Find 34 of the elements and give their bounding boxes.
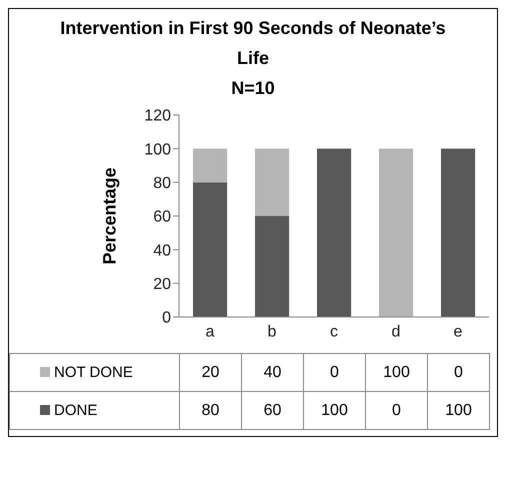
data-label: 20 [180,354,242,392]
chart-title: Intervention in First 90 Seconds of Neonate’s Life [59,17,447,70]
bar [317,148,352,317]
data-label: 60 [242,392,304,430]
y-tick-label: 0 [162,310,172,327]
x-tick-label: e [454,323,463,340]
bar [255,216,290,317]
y-tick-label: 60 [153,208,172,226]
y-tick-label: 80 [153,175,172,192]
bar [193,148,228,182]
data-label: 80 [180,392,242,430]
data-label: 0 [366,392,428,430]
y-tick-label: 120 [144,108,172,125]
y-axis-title: Percentage [99,167,120,265]
chart-subtitle: N=10 [230,77,276,100]
x-tick-label: a [206,323,215,340]
data-label: 100 [366,354,428,392]
x-tick-label: d [392,323,400,340]
y-tick-label: 40 [153,242,172,260]
legend-label: DONE [53,402,98,419]
data-label: 0 [304,354,366,392]
bar [441,148,476,317]
bar [255,148,290,216]
y-tick-label: 100 [144,141,172,158]
legend-label: NOT DONE [53,364,133,381]
x-tick-label: c [330,323,338,340]
data-label: 100 [304,392,366,430]
data-label: 100 [428,392,490,430]
bar [193,182,228,317]
bar [379,148,414,317]
data-label: 40 [242,354,304,392]
y-tick-label: 20 [153,276,172,294]
x-tick-label: b [268,323,277,340]
data-label: 0 [428,354,490,392]
